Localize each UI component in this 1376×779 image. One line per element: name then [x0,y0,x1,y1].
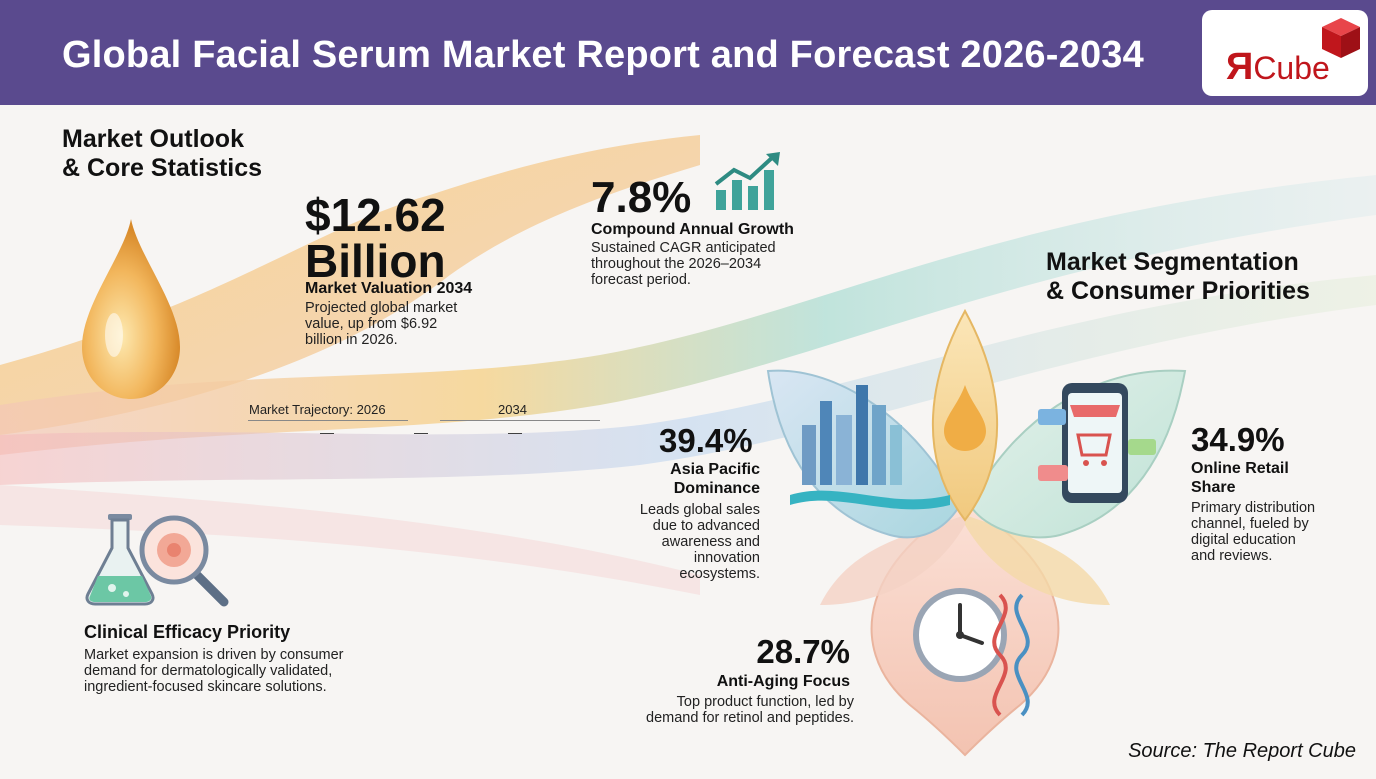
phone-cart-icon [1038,383,1156,503]
online-label: Online Retail Share [1191,460,1289,496]
asia-label: Asia Pacific Dominance [670,461,760,497]
trajectory-year-end: 2034 [498,402,527,417]
logo: ЯCube [1202,10,1368,96]
outlook-heading: Market Outlook & Core Statistics [62,125,263,182]
online-value: 34.9% [1191,421,1285,458]
header-bar: Global Facial Serum Market Report and Fo… [0,0,1376,105]
asia-desc: Leads global sales due to advanced aware… [639,502,760,582]
logo-text: ЯCube [1226,46,1330,88]
cagr-value: 7.8% [591,173,692,222]
dna-icon [992,593,1030,717]
trajectory-dash-mid: — [414,424,428,440]
valuation-desc: Projected global market value, up from $… [305,300,458,348]
clock-icon [913,588,1007,682]
source-credit: Source: The Report Cube [1128,740,1356,762]
trajectory-line-left [248,420,408,421]
valuation-value: $12.62 Billion [305,189,446,287]
trajectory-line-right [440,420,600,421]
magnifier-icon [139,515,229,607]
trajectory-label: Market Trajectory: 2026 [249,402,386,417]
clinical-desc: Market expansion is driven by consumer d… [84,647,344,695]
cagr-desc: Sustained CAGR anticipated throughout th… [591,240,776,288]
trajectory-dash-start: — [320,424,334,440]
serum-drop-icon [82,219,180,399]
asia-value: 39.4% [659,422,753,459]
segmentation-heading: Market Segmentation & Consumer Prioritie… [1046,248,1310,305]
flask-icon [85,514,155,606]
cube-icon [1322,18,1360,58]
cagr-label: Compound Annual Growth [591,221,794,238]
valuation-label: Market Valuation 2034 [305,280,473,297]
segmentation-flower-illustration [766,308,1187,757]
growth-chart-icon [714,152,780,210]
clinical-title: Clinical Efficacy Priority [84,622,291,642]
online-desc: Primary distribution channel, fueled by … [1191,500,1316,564]
antiaging-label: Anti-Aging Focus [716,673,850,690]
city-skyline-icon [790,385,950,510]
antiaging-desc: Top product function, led by demand for … [646,694,854,726]
trajectory-dash-end: — [508,424,522,440]
antiaging-value: 28.7% [756,633,850,670]
page-title: Global Facial Serum Market Report and Fo… [62,34,1144,76]
